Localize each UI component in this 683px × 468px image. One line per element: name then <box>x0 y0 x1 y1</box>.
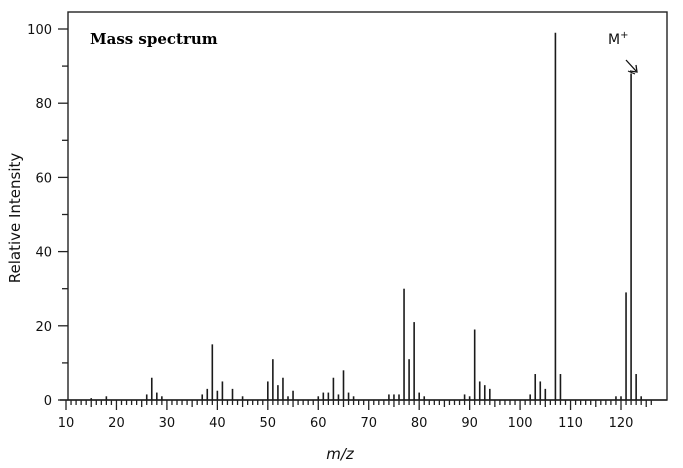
y-axis: 0 20 40 60 80 100 <box>27 23 68 409</box>
molecular-ion-label: M+ <box>608 30 628 48</box>
x-tick-label: 80 <box>411 416 428 431</box>
x-tick-label: 60 <box>310 416 327 431</box>
x-tick-label: 100 <box>508 416 533 431</box>
x-axis-label: m/z <box>326 445 355 463</box>
x-tick-label: 50 <box>260 416 277 431</box>
chart-title: Mass spectrum <box>90 30 218 48</box>
x-tick-label: 120 <box>609 416 634 431</box>
molecular-ion-annotation: M+ <box>608 30 638 75</box>
peak-bars <box>90 32 642 400</box>
x-tick-label: 70 <box>360 416 377 431</box>
x-tick-label: 40 <box>209 416 226 431</box>
y-tick-label: 80 <box>35 97 52 112</box>
x-axis: 10 20 30 40 50 60 70 80 90 100 110 120 <box>58 399 667 431</box>
y-tick-label: 100 <box>27 23 52 38</box>
x-tick-label: 110 <box>558 416 583 431</box>
y-tick-label: 0 <box>44 394 52 409</box>
x-tick-label: 10 <box>58 416 75 431</box>
x-tick-label: 30 <box>159 416 176 431</box>
plot-frame <box>67 11 668 401</box>
y-tick-label: 60 <box>35 171 52 186</box>
x-tick-label: 20 <box>108 416 125 431</box>
x-tick-label: 90 <box>461 416 478 431</box>
y-tick-label: 40 <box>35 246 52 261</box>
arrow-icon <box>625 59 637 72</box>
y-axis-label: Relative Intensity <box>6 153 24 284</box>
y-tick-label: 20 <box>35 320 52 335</box>
